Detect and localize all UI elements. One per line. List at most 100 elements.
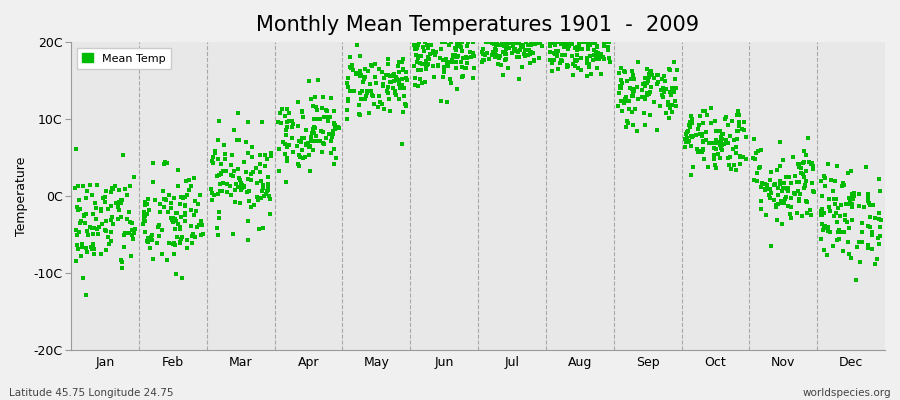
- Point: [392, 77, 406, 84]
- Point: [514, 42, 528, 48]
- Point: [814, 206, 829, 212]
- Point: [794, 165, 808, 171]
- Point: [774, 198, 788, 204]
- Point: [413, 59, 428, 66]
- Point: [340, 96, 355, 102]
- Point: [715, 136, 729, 142]
- Point: [272, 146, 286, 152]
- Point: [166, 195, 181, 201]
- Point: [844, 255, 859, 261]
- Point: [436, 39, 450, 45]
- Point: [587, 52, 601, 58]
- Point: [316, 94, 330, 100]
- Point: [507, 39, 521, 45]
- Point: [262, 192, 276, 199]
- Point: [587, 40, 601, 46]
- Point: [208, 150, 222, 156]
- Point: [417, 48, 431, 54]
- Point: [653, 102, 668, 109]
- Point: [562, 45, 576, 52]
- Point: [497, 39, 511, 45]
- Point: [475, 57, 490, 63]
- Point: [101, 233, 115, 240]
- Point: [145, 232, 159, 238]
- Point: [573, 55, 588, 62]
- Point: [754, 198, 769, 204]
- Point: [635, 94, 650, 100]
- Point: [730, 136, 744, 142]
- Point: [507, 46, 521, 52]
- Point: [864, 246, 878, 252]
- Point: [670, 103, 684, 110]
- Point: [70, 232, 85, 238]
- Point: [254, 178, 268, 184]
- Point: [140, 196, 155, 202]
- Point: [679, 136, 693, 142]
- Point: [567, 57, 581, 64]
- Point: [399, 69, 413, 75]
- Point: [79, 245, 94, 251]
- Point: [374, 99, 388, 106]
- Point: [564, 40, 579, 47]
- Point: [619, 124, 634, 130]
- Point: [410, 44, 424, 51]
- Point: [643, 69, 657, 75]
- Point: [106, 221, 121, 227]
- Point: [302, 142, 317, 149]
- Point: [391, 63, 405, 69]
- Point: [329, 124, 344, 130]
- Point: [770, 217, 784, 224]
- Point: [796, 159, 810, 166]
- Point: [759, 212, 773, 218]
- Point: [340, 106, 355, 113]
- Point: [430, 63, 445, 70]
- Point: [708, 139, 723, 145]
- Point: [70, 203, 85, 210]
- Point: [638, 83, 652, 89]
- Point: [638, 80, 652, 86]
- Point: [175, 234, 189, 240]
- Point: [382, 73, 397, 80]
- Point: [773, 177, 788, 184]
- Point: [237, 183, 251, 190]
- Point: [584, 39, 598, 45]
- Point: [258, 152, 273, 159]
- Point: [489, 42, 503, 48]
- Point: [543, 56, 557, 63]
- Point: [847, 190, 861, 196]
- Point: [842, 251, 857, 257]
- Point: [420, 61, 435, 68]
- Point: [383, 78, 398, 85]
- Point: [427, 63, 441, 69]
- Point: [90, 182, 104, 188]
- Point: [244, 204, 258, 210]
- Point: [306, 125, 320, 132]
- Point: [728, 144, 742, 150]
- Point: [762, 186, 777, 192]
- Point: [626, 90, 640, 97]
- Point: [240, 218, 255, 224]
- Point: [427, 74, 441, 80]
- Point: [260, 174, 274, 180]
- Point: [784, 195, 798, 202]
- Point: [264, 150, 278, 156]
- Point: [814, 236, 828, 242]
- Point: [770, 192, 785, 198]
- Point: [588, 39, 602, 45]
- Point: [814, 221, 829, 228]
- Point: [814, 212, 828, 218]
- Point: [799, 199, 814, 206]
- Point: [331, 124, 346, 131]
- Point: [126, 230, 140, 236]
- Point: [508, 39, 522, 46]
- Point: [240, 119, 255, 125]
- Point: [830, 236, 844, 243]
- Point: [701, 164, 716, 170]
- Point: [438, 56, 453, 62]
- Point: [146, 256, 160, 262]
- Point: [869, 256, 884, 263]
- Point: [590, 44, 604, 50]
- Point: [450, 39, 464, 45]
- Point: [690, 149, 705, 155]
- Point: [99, 188, 113, 194]
